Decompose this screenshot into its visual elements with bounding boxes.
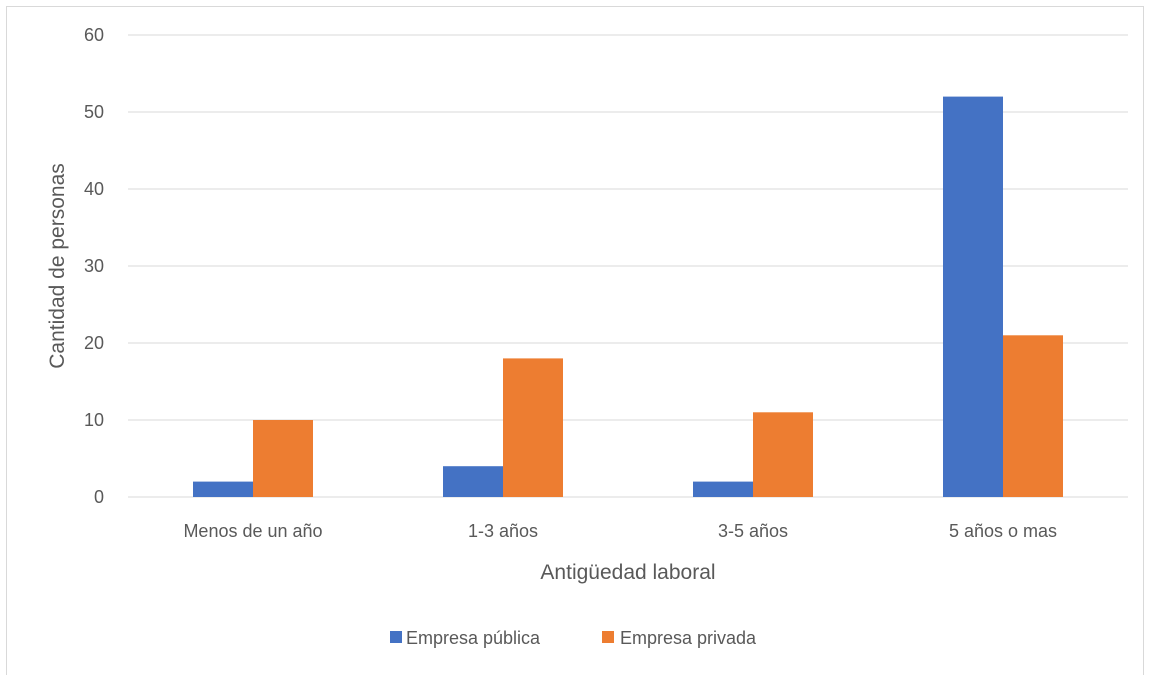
bars [193, 96, 1063, 497]
legend-swatch [390, 631, 402, 643]
x-axis-title: Antigüedad laboral [540, 561, 715, 584]
y-tick-label: 10 [84, 410, 104, 430]
x-tick-labels: Menos de un año 1-3 años 3-5 años 5 años o … [183, 521, 1057, 541]
y-tick-label: 0 [94, 487, 104, 507]
legend-label: Empresa pública [406, 628, 541, 648]
y-axis-title: Cantidad de personas [46, 163, 69, 368]
bar-publica [193, 481, 253, 497]
y-tick-label: 40 [84, 179, 104, 199]
bar-privada [753, 412, 813, 497]
y-tick-label: 30 [84, 256, 104, 276]
bar-privada [1003, 335, 1063, 497]
x-tick-label: 3-5 años [718, 521, 788, 541]
x-tick-label: 1-3 años [468, 521, 538, 541]
x-tick-label: 5 años o mas [949, 521, 1057, 541]
y-tick-label: 60 [84, 25, 104, 45]
x-tick-label: Menos de un año [183, 521, 322, 541]
y-tick-labels: 0 10 20 30 40 50 60 [84, 25, 104, 507]
bar-privada [253, 420, 313, 497]
bar-publica [943, 96, 1003, 497]
y-tick-label: 20 [84, 333, 104, 353]
legend: Empresa pública Empresa privada [390, 628, 757, 648]
legend-label: Empresa privada [620, 628, 757, 648]
bar-publica [693, 481, 753, 497]
y-tick-label: 50 [84, 102, 104, 122]
bar-privada [503, 358, 563, 497]
bar-publica [443, 466, 503, 497]
legend-swatch [602, 631, 614, 643]
